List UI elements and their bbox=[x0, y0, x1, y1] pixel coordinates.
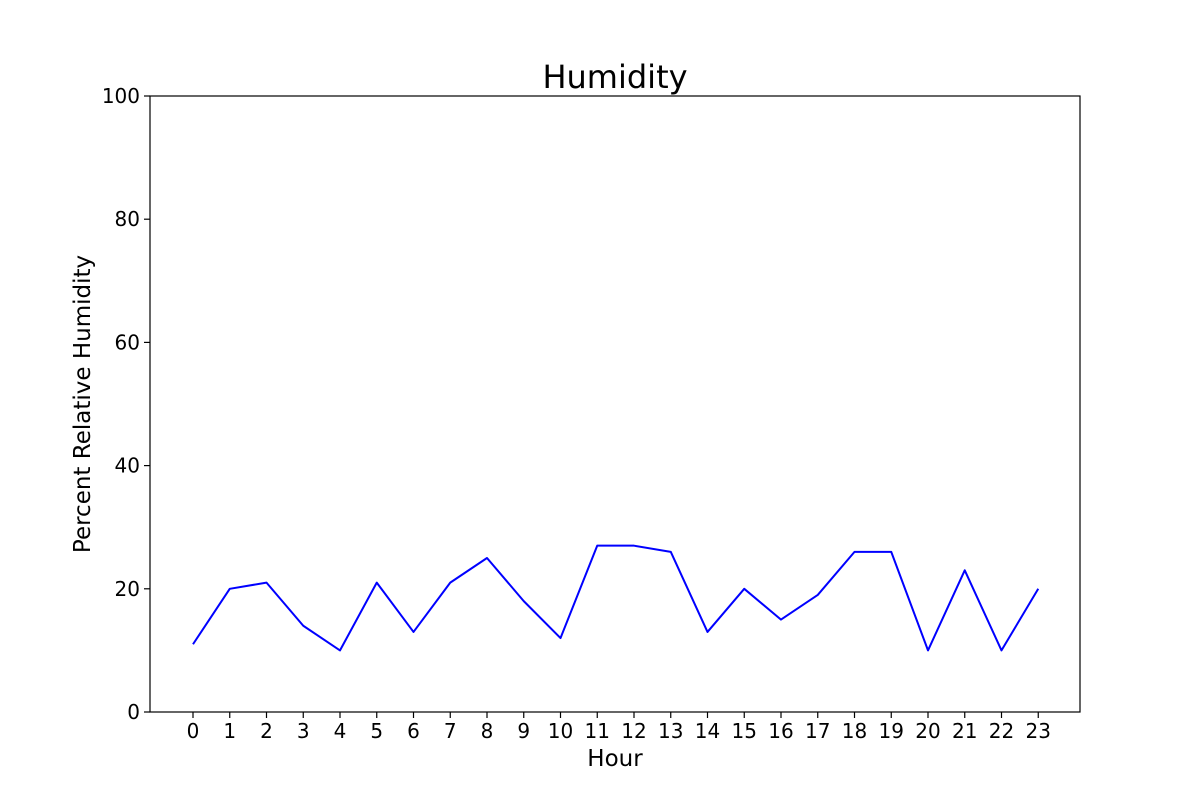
x-tick-label: 20 bbox=[915, 719, 940, 743]
x-tick-label: 12 bbox=[621, 719, 646, 743]
x-tick-label: 6 bbox=[407, 719, 420, 743]
x-tick-label: 15 bbox=[732, 719, 757, 743]
y-tick-label: 60 bbox=[115, 330, 140, 354]
x-tick-label: 10 bbox=[548, 719, 573, 743]
x-tick-label: 8 bbox=[481, 719, 494, 743]
x-tick-label: 3 bbox=[297, 719, 310, 743]
x-tick-label: 22 bbox=[989, 719, 1014, 743]
x-axis: 0 1 2 3 4 5 6 7 8 9 10 11 12 13 14 15 16 17 18 19 20 21 22 23 bbox=[187, 712, 1051, 743]
y-axis-label: Percent Relative Humidity bbox=[70, 255, 96, 553]
x-tick-label: 1 bbox=[223, 719, 236, 743]
x-tick-label: 18 bbox=[842, 719, 867, 743]
chart-title: Humidity bbox=[542, 58, 687, 96]
humidity-line bbox=[192, 544, 1040, 652]
x-tick-label: 0 bbox=[187, 719, 200, 743]
y-tick-label: 20 bbox=[115, 577, 140, 601]
x-tick-label: 23 bbox=[1026, 719, 1051, 743]
y-tick-label: 40 bbox=[115, 454, 140, 478]
x-tick-label: 4 bbox=[334, 719, 347, 743]
x-tick-label: 21 bbox=[952, 719, 977, 743]
x-tick-label: 9 bbox=[517, 719, 530, 743]
x-tick-label: 14 bbox=[695, 719, 720, 743]
y-tick-label: 0 bbox=[127, 700, 140, 724]
y-tick-label: 100 bbox=[102, 84, 140, 108]
x-tick-label: 17 bbox=[805, 719, 830, 743]
plot-area-frame bbox=[149, 95, 1081, 713]
x-tick-label: 2 bbox=[260, 719, 273, 743]
y-tick-label: 80 bbox=[115, 207, 140, 231]
x-tick-label: 5 bbox=[370, 719, 383, 743]
x-tick-label: 11 bbox=[585, 719, 610, 743]
x-tick-label: 16 bbox=[768, 719, 793, 743]
x-axis-label: Hour bbox=[587, 746, 643, 772]
y-axis: 0 20 40 60 80 100 bbox=[102, 84, 150, 724]
x-tick-label: 7 bbox=[444, 719, 457, 743]
x-tick-label: 13 bbox=[658, 719, 683, 743]
x-tick-label: 19 bbox=[879, 719, 904, 743]
